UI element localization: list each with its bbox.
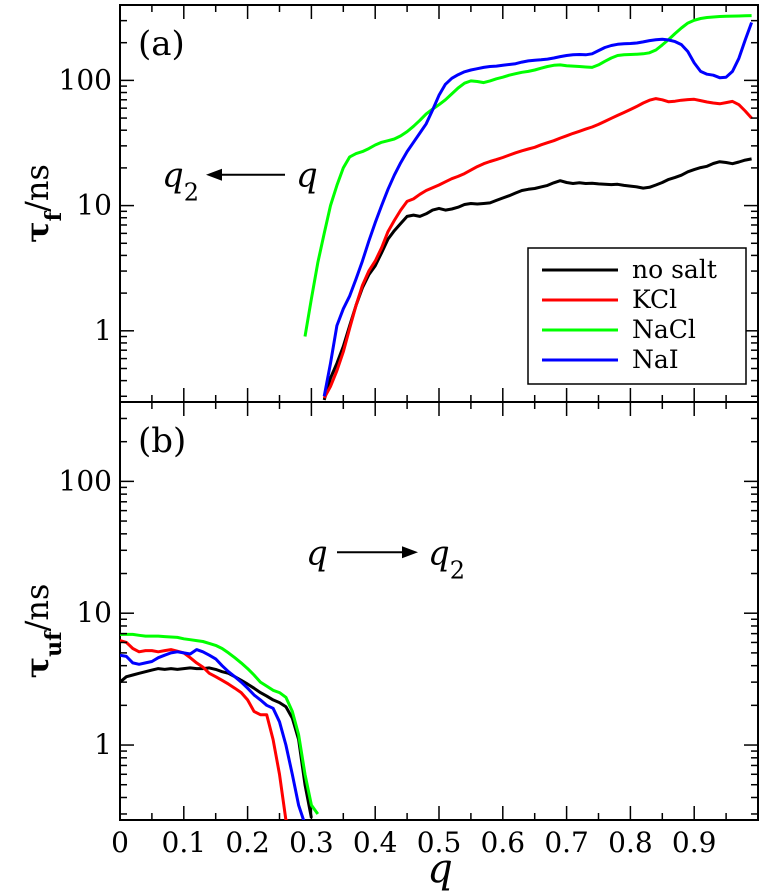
legend-label-nacl: NaCl <box>632 315 696 344</box>
panel-b-annotation: q q2 <box>306 533 465 584</box>
x-tick-label: 0.1 <box>162 826 207 859</box>
annotation-a-left: q <box>162 156 184 196</box>
annotation-b-arrowhead <box>402 546 418 559</box>
svg-text:τf/ns: τf/ns <box>18 164 67 243</box>
series-line-kcl-b <box>120 639 289 820</box>
y-tick-label-b: 100 <box>59 464 112 497</box>
legend: no salt KCl NaCl NaI <box>527 247 747 385</box>
series-line-kcl-a <box>322 97 753 399</box>
panel-a-annotation: q2 q <box>162 156 318 207</box>
x-tick-label: 0 <box>111 826 129 859</box>
annotation-a-arrowhead <box>206 168 222 181</box>
series-line-nai-b <box>120 648 306 820</box>
panel-b-ylabel-sub: uf <box>41 630 67 657</box>
x-axis-label: q <box>427 846 453 891</box>
x-tick-label: 0.8 <box>608 826 653 859</box>
series-line-no-salt-a <box>322 157 752 401</box>
annotation-b-left: q <box>306 533 328 573</box>
panel-b-ylabel: τuf/ns <box>18 584 67 679</box>
panel-b-ylabel-main: τ <box>18 657 56 679</box>
y-tick-label-b: 1 <box>94 728 112 761</box>
x-tick-label: 0.7 <box>544 826 589 859</box>
panel-b-label: (b) <box>138 421 186 461</box>
y-tick-label-a: 100 <box>59 63 112 96</box>
legend-label-kcl: KCl <box>632 285 677 314</box>
annotation-a-left-sub: 2 <box>184 179 199 207</box>
y-tick-label-a: 1 <box>94 314 112 347</box>
x-tick-label: 0.2 <box>225 826 270 859</box>
svg-text:q2: q2 <box>428 533 465 584</box>
series-line-nacl-a <box>303 14 752 337</box>
panel-b-ylabel-unit: /ns <box>18 584 56 632</box>
series-line-nai-a <box>322 21 754 397</box>
series-line-no-salt-b <box>120 666 313 819</box>
panel-a-ylabel-main: τ <box>18 221 56 243</box>
annotation-b-right: q <box>428 533 450 573</box>
panel-a-label: (a) <box>138 24 185 64</box>
panel-a-ylabel: τf/ns <box>18 164 67 243</box>
y-tick-label-a: 10 <box>76 189 112 222</box>
annotation-b-right-sub: 2 <box>450 556 465 584</box>
x-tick-label: 0.6 <box>481 826 526 859</box>
series-line-nacl-b <box>120 632 320 815</box>
legend-label-no-salt: no salt <box>632 255 717 284</box>
x-tick-label: 0.9 <box>672 826 717 859</box>
x-tick-label: 0.5 <box>417 826 462 859</box>
y-tick-label-b: 10 <box>76 596 112 629</box>
x-tick-label: 0.3 <box>289 826 334 859</box>
annotation-a-right: q <box>296 156 318 196</box>
legend-label-nai: NaI <box>632 345 679 374</box>
panel-a-ylabel-unit: /ns <box>18 164 56 212</box>
svg-text:q2: q2 <box>162 156 199 207</box>
panel-a-ylabel-sub: f <box>41 210 67 221</box>
x-tick-label: 0.4 <box>353 826 398 859</box>
svg-text:τuf/ns: τuf/ns <box>18 584 67 679</box>
panel-b-frame <box>119 401 759 821</box>
